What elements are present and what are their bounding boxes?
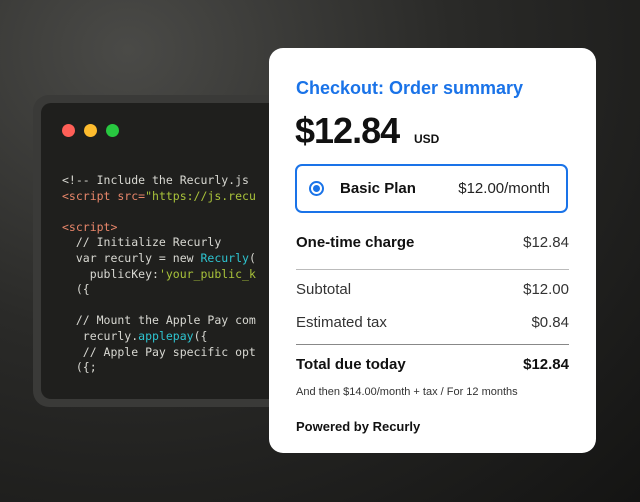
close-dot-icon[interactable] [62,124,75,137]
total-amount: $12.84 [295,110,400,151]
powered-by: Powered by Recurly [296,419,421,434]
tax-row: Estimated tax $0.84 [296,314,569,331]
code-token: // Initialize Recurly [62,235,222,250]
code-line: recurly.applepay({ [62,329,256,345]
code-line: <!-- Include the Recurly.js [62,173,256,189]
code-line [62,204,256,220]
code-token: <script src= [62,188,146,203]
code-token: recurly. [62,328,139,343]
plan-option-basic[interactable]: Basic Plan $12.00/month [295,164,568,213]
code-token: // Apple Pay specific opt [62,344,256,359]
code-token: Recurly [200,250,249,265]
row-value: $12.84 [523,356,569,373]
radio-selected-icon[interactable] [309,181,324,196]
row-value: $12.84 [523,234,569,251]
divider [296,269,569,270]
checkout-title: Checkout: Order summary [296,78,524,98]
currency-label: USD [414,132,440,146]
code-token: <script> [62,219,118,234]
code-token: "https://js.recu [145,188,256,203]
plan-name: Basic Plan [340,180,416,197]
code-token: ({ [62,282,90,297]
row-label: Total due today [296,356,406,373]
code-line: var recurly = new Recurly( [62,251,256,267]
row-label: One-time charge [296,234,415,251]
code-token: publicKey: [62,266,159,281]
code-token: // Mount the Apple Pay com [62,313,256,328]
code-line: ({; [62,360,256,376]
recurring-note: And then $14.00/month + tax / For 12 mon… [296,386,518,398]
code-snippet: <!-- Include the Recurly.js <script src="… [62,173,256,376]
code-line: // Initialize Recurly [62,235,256,251]
divider [296,344,569,345]
plan-price: $12.00/month [458,180,550,197]
code-line [62,298,256,314]
code-token: applepay [138,328,194,343]
row-value: $12.00 [523,281,569,298]
code-token: 'your_public_k [158,266,256,281]
minimize-dot-icon[interactable] [84,124,97,137]
code-token: <!-- Include the Recurly.js [62,173,249,187]
subtotal-row: Subtotal $12.00 [296,281,569,298]
total-row: Total due today $12.84 [296,356,569,373]
code-line: // Apple Pay specific opt [62,345,256,361]
code-line: <script> [62,220,256,236]
code-line: publicKey:'your_public_k [62,267,256,283]
row-label: Subtotal [296,281,352,298]
maximize-dot-icon[interactable] [106,124,119,137]
row-label: Estimated tax [296,314,387,331]
row-value: $0.84 [531,314,569,331]
code-line: // Mount the Apple Pay com [62,313,256,329]
code-token: var recurly = new [62,250,201,265]
code-token: ({; [62,360,97,375]
code-token: ( [248,250,256,265]
one-time-charge-row: One-time charge $12.84 [296,234,569,251]
code-line: <script src="https://js.recu [62,189,256,205]
checkout-card: Checkout: Order summary $12.84 USD Basic… [269,48,596,453]
code-line: ({ [62,282,256,298]
code-token: ({ [193,328,208,343]
